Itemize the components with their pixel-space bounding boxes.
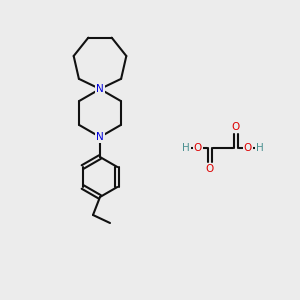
Text: O: O <box>206 164 214 174</box>
Text: H: H <box>256 143 264 153</box>
Text: N: N <box>96 132 104 142</box>
Text: O: O <box>194 143 202 153</box>
Text: H: H <box>182 143 190 153</box>
Text: O: O <box>244 143 252 153</box>
Text: O: O <box>232 122 240 132</box>
Text: N: N <box>96 84 104 94</box>
Text: N: N <box>96 84 104 94</box>
